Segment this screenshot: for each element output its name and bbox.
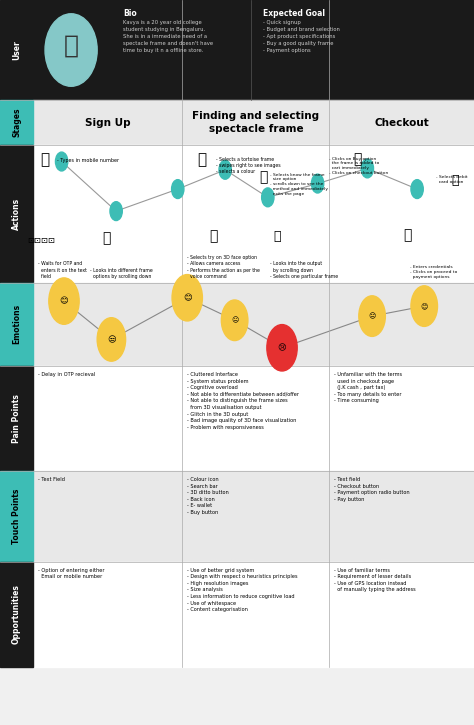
Text: Bio: Bio [123, 9, 137, 17]
Circle shape [55, 152, 68, 171]
Text: 😊: 😊 [60, 297, 68, 306]
Text: Emotions: Emotions [12, 304, 21, 344]
Text: Touch Points: Touch Points [12, 489, 21, 544]
Circle shape [267, 325, 297, 371]
Text: - Waits for OTP and
  enters it on the text
  field: - Waits for OTP and enters it on the tex… [38, 261, 87, 279]
Text: Stages: Stages [12, 108, 21, 137]
Text: - Option of entering either
  Email or mobile number: - Option of entering either Email or mob… [38, 568, 104, 579]
Text: Opportunities: Opportunities [12, 584, 21, 645]
Bar [33, 0, 474, 100]
Text: - Use of familiar terms
- Requirement of lesser details
- Use of GPS location in: - Use of familiar terms - Requirement of… [334, 568, 416, 592]
Text: - Selects try on 3D face option
- Allows camera access
- Performs the action as : - Selects try on 3D face option - Allows… [187, 255, 260, 279]
Text: Finding and selecting
spectacle frame: Finding and selecting spectacle frame [192, 112, 319, 133]
Bar [0, 100, 33, 145]
Text: 🛒: 🛒 [354, 152, 362, 166]
Text: - Types in mobile number: - Types in mobile number [57, 158, 119, 163]
Circle shape [219, 160, 231, 179]
Text: 👓: 👓 [197, 152, 206, 167]
Circle shape [262, 188, 274, 207]
Circle shape [411, 180, 423, 199]
Text: - Selects a tortoise frame
- swipes right to see images
- selects a colour: - Selects a tortoise frame - swipes righ… [216, 157, 280, 175]
Bar [33, 100, 474, 145]
Text: ⤢: ⤢ [259, 170, 267, 184]
Bar [33, 145, 474, 283]
Text: 📱: 📱 [40, 152, 50, 167]
Text: User: User [12, 40, 21, 60]
Text: - Looks into the output
  by scrolling down
- Selects one particular frame: - Looks into the output by scrolling dow… [270, 261, 338, 279]
Text: Sign Up: Sign Up [85, 117, 131, 128]
Text: 😢: 😢 [278, 343, 286, 352]
Text: - Selects debit
  card option: - Selects debit card option [436, 175, 468, 184]
Text: 📷: 📷 [209, 229, 218, 243]
Text: Expected Goal: Expected Goal [263, 9, 325, 17]
Circle shape [110, 202, 122, 220]
Bar [0, 145, 33, 283]
Circle shape [49, 278, 79, 324]
Circle shape [359, 296, 385, 336]
Bar [0, 366, 33, 471]
Bar [0, 562, 33, 667]
Text: Kavya is a 20 year old college
student studying in Bengaluru.
She is in a immedi: Kavya is a 20 year old college student s… [123, 20, 213, 52]
Text: 🕵: 🕵 [273, 230, 281, 243]
Text: 😊: 😊 [420, 303, 428, 310]
Bar [0, 283, 33, 366]
Text: Pain Points: Pain Points [12, 394, 21, 443]
Text: - Looks into different frame
  options by scrolling down: - Looks into different frame options by … [90, 268, 153, 279]
Text: - Delay in OTP recieval: - Delay in OTP recieval [38, 372, 95, 377]
Bar [0, 471, 33, 562]
Text: - Colour icon
- Search bar
- 3D ditto button
- Back icon
- E- wallet
- Buy butto: - Colour icon - Search bar - 3D ditto bu… [187, 477, 229, 515]
Circle shape [221, 300, 248, 341]
Text: - Cluttered Interface
- System status problem
- Cognitive overload
- Not able to: - Cluttered Interface - System status pr… [187, 372, 299, 430]
Text: - Use of better grid system
- Design with respect o heuristics principles
- High: - Use of better grid system - Design wit… [187, 568, 298, 613]
Text: 😒: 😒 [107, 335, 116, 344]
Text: - Text field
- Checkout button
- Payment option radio button
- Pay button: - Text field - Checkout button - Payment… [334, 477, 410, 502]
Text: 😊: 😊 [183, 293, 191, 302]
Bar [33, 562, 474, 667]
Text: 😑: 😑 [368, 313, 376, 319]
Circle shape [97, 318, 126, 361]
Circle shape [361, 159, 374, 178]
Text: 💳: 💳 [451, 174, 459, 187]
Text: 📋: 📋 [403, 228, 412, 242]
Text: - Clicks on Buy option
  the frame is added to
  cart immediately
- Clicks on ch: - Clicks on Buy option the frame is adde… [329, 157, 389, 175]
Bar [33, 471, 474, 562]
Bar [33, 366, 474, 471]
Bar [0, 0, 33, 100]
Ellipse shape [45, 14, 97, 86]
Text: Checkout: Checkout [374, 117, 429, 128]
Text: - Unfamiliar with the terms
  used in checkout page
  (J.K cash , part tax)
- To: - Unfamiliar with the terms used in chec… [334, 372, 402, 403]
Circle shape [411, 286, 438, 326]
Circle shape [172, 275, 202, 321]
Text: Actions: Actions [12, 198, 21, 230]
Text: - Quick signup
- Budget and brand selection
- Apt product specifications
- Buy a: - Quick signup - Budget and brand select… [263, 20, 340, 52]
Text: ⊡⊡⊡⊡: ⊡⊡⊡⊡ [27, 236, 56, 245]
Text: - Enters credentials
- Clicks on proceed to
  payment options: - Enters credentials - Clicks on proceed… [410, 265, 457, 279]
Circle shape [311, 174, 324, 193]
Circle shape [172, 180, 184, 199]
Text: 😐: 😐 [231, 317, 238, 323]
Bar [33, 283, 474, 366]
Text: - Selects know the frame
  size option
- scrolls down to see the
  method and im: - Selects know the frame size option - s… [270, 173, 328, 196]
Text: 👤: 👤 [64, 33, 79, 58]
Text: - Text Field: - Text Field [38, 477, 65, 482]
Text: 🏠: 🏠 [102, 231, 111, 245]
